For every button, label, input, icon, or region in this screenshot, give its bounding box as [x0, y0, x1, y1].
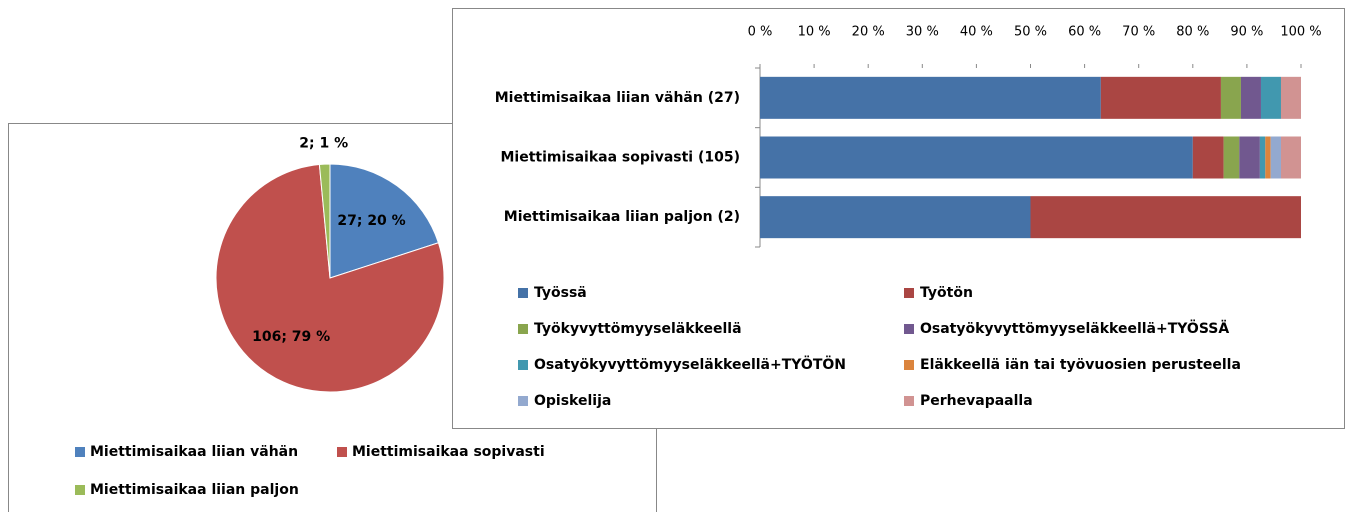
legend-swatch	[75, 485, 85, 495]
legend-label: Perhevapaalla	[920, 393, 1033, 409]
legend-label: Työkyvyttömyyseläkkeellä	[534, 321, 742, 337]
legend-swatch	[904, 288, 914, 298]
x-tick-label: 60 %	[1068, 25, 1101, 40]
x-tick-label: 40 %	[960, 25, 993, 40]
pie-slice	[318, 163, 331, 279]
x-tick-label: 0 %	[748, 25, 773, 40]
legend-label: Eläkkeellä iän tai työvuosien perusteell…	[920, 357, 1241, 373]
legend-swatch	[518, 324, 528, 334]
bar-segment	[760, 136, 1193, 179]
bar-chart: 0 % 10 % 20 % 30 % 40 % 50 % 60 % 70 % 80 % 90 % 1…	[495, 25, 1322, 410]
legend-swatch	[518, 288, 528, 298]
x-tick-label: 10 %	[798, 25, 831, 40]
legend-swatch	[904, 324, 914, 334]
data-label: 106; 79 %	[252, 329, 330, 345]
x-tick-label: 50 %	[1014, 25, 1047, 40]
legend-swatch	[518, 396, 528, 406]
bar-segment	[1240, 76, 1261, 119]
data-label: 27; 20 %	[337, 213, 405, 229]
x-tick-label: 90 %	[1230, 25, 1263, 40]
legend-label: Miettimisaikaa sopivasti	[352, 444, 545, 460]
x-tick-label: 20 %	[852, 25, 885, 40]
y-tick-label: Miettimisaikaa liian vähän (27)	[495, 90, 740, 106]
y-tick-label: Miettimisaikaa sopivasti (105)	[500, 150, 740, 166]
bar-segment	[1192, 136, 1224, 179]
bar-segment	[1259, 136, 1266, 179]
x-tick-label: 100 %	[1280, 25, 1321, 40]
x-tick-label: 80 %	[1176, 25, 1209, 40]
pie-slice	[329, 163, 440, 279]
bar-segment	[1270, 136, 1281, 179]
legend-label: Osatyökyvyttömyyseläkkeellä+TYÖTÖN	[534, 355, 846, 373]
bar-segment	[1239, 136, 1260, 179]
legend-swatch	[337, 447, 347, 457]
bar-segment	[1260, 76, 1281, 119]
bar-segment	[760, 196, 1031, 239]
legend-label: Työtön	[920, 285, 973, 301]
legend-label: Miettimisaikaa liian paljon	[90, 482, 299, 498]
legend-swatch	[75, 447, 85, 457]
bar-segment	[1100, 76, 1221, 119]
legend-label: Miettimisaikaa liian vähän	[90, 444, 298, 460]
bar-segment	[760, 76, 1101, 119]
bar-segment	[1265, 136, 1271, 179]
legend-swatch	[904, 396, 914, 406]
x-tick-label: 30 %	[906, 25, 939, 40]
legend-swatch	[518, 360, 528, 370]
legend-swatch	[904, 360, 914, 370]
legend-label: Opiskelija	[534, 393, 611, 409]
pie-chart: 27; 20 % 106; 79 % 2; 1 % Miettimisaikaa li…	[75, 136, 545, 498]
x-tick-label: 70 %	[1122, 25, 1155, 40]
y-tick-label: Miettimisaikaa liian paljon (2)	[504, 209, 740, 225]
bar-segment	[1223, 136, 1240, 179]
data-label: 2; 1 %	[299, 136, 348, 152]
legend-label: Työssä	[534, 285, 587, 301]
legend-label: Osatyökyvyttömyyseläkkeellä+TYÖSSÄ	[920, 319, 1229, 337]
bar-segment	[1280, 136, 1301, 179]
bar-segment	[1280, 76, 1301, 119]
bar-segment	[1220, 76, 1241, 119]
bar-segment	[1030, 196, 1301, 239]
pie-slice	[215, 163, 445, 393]
